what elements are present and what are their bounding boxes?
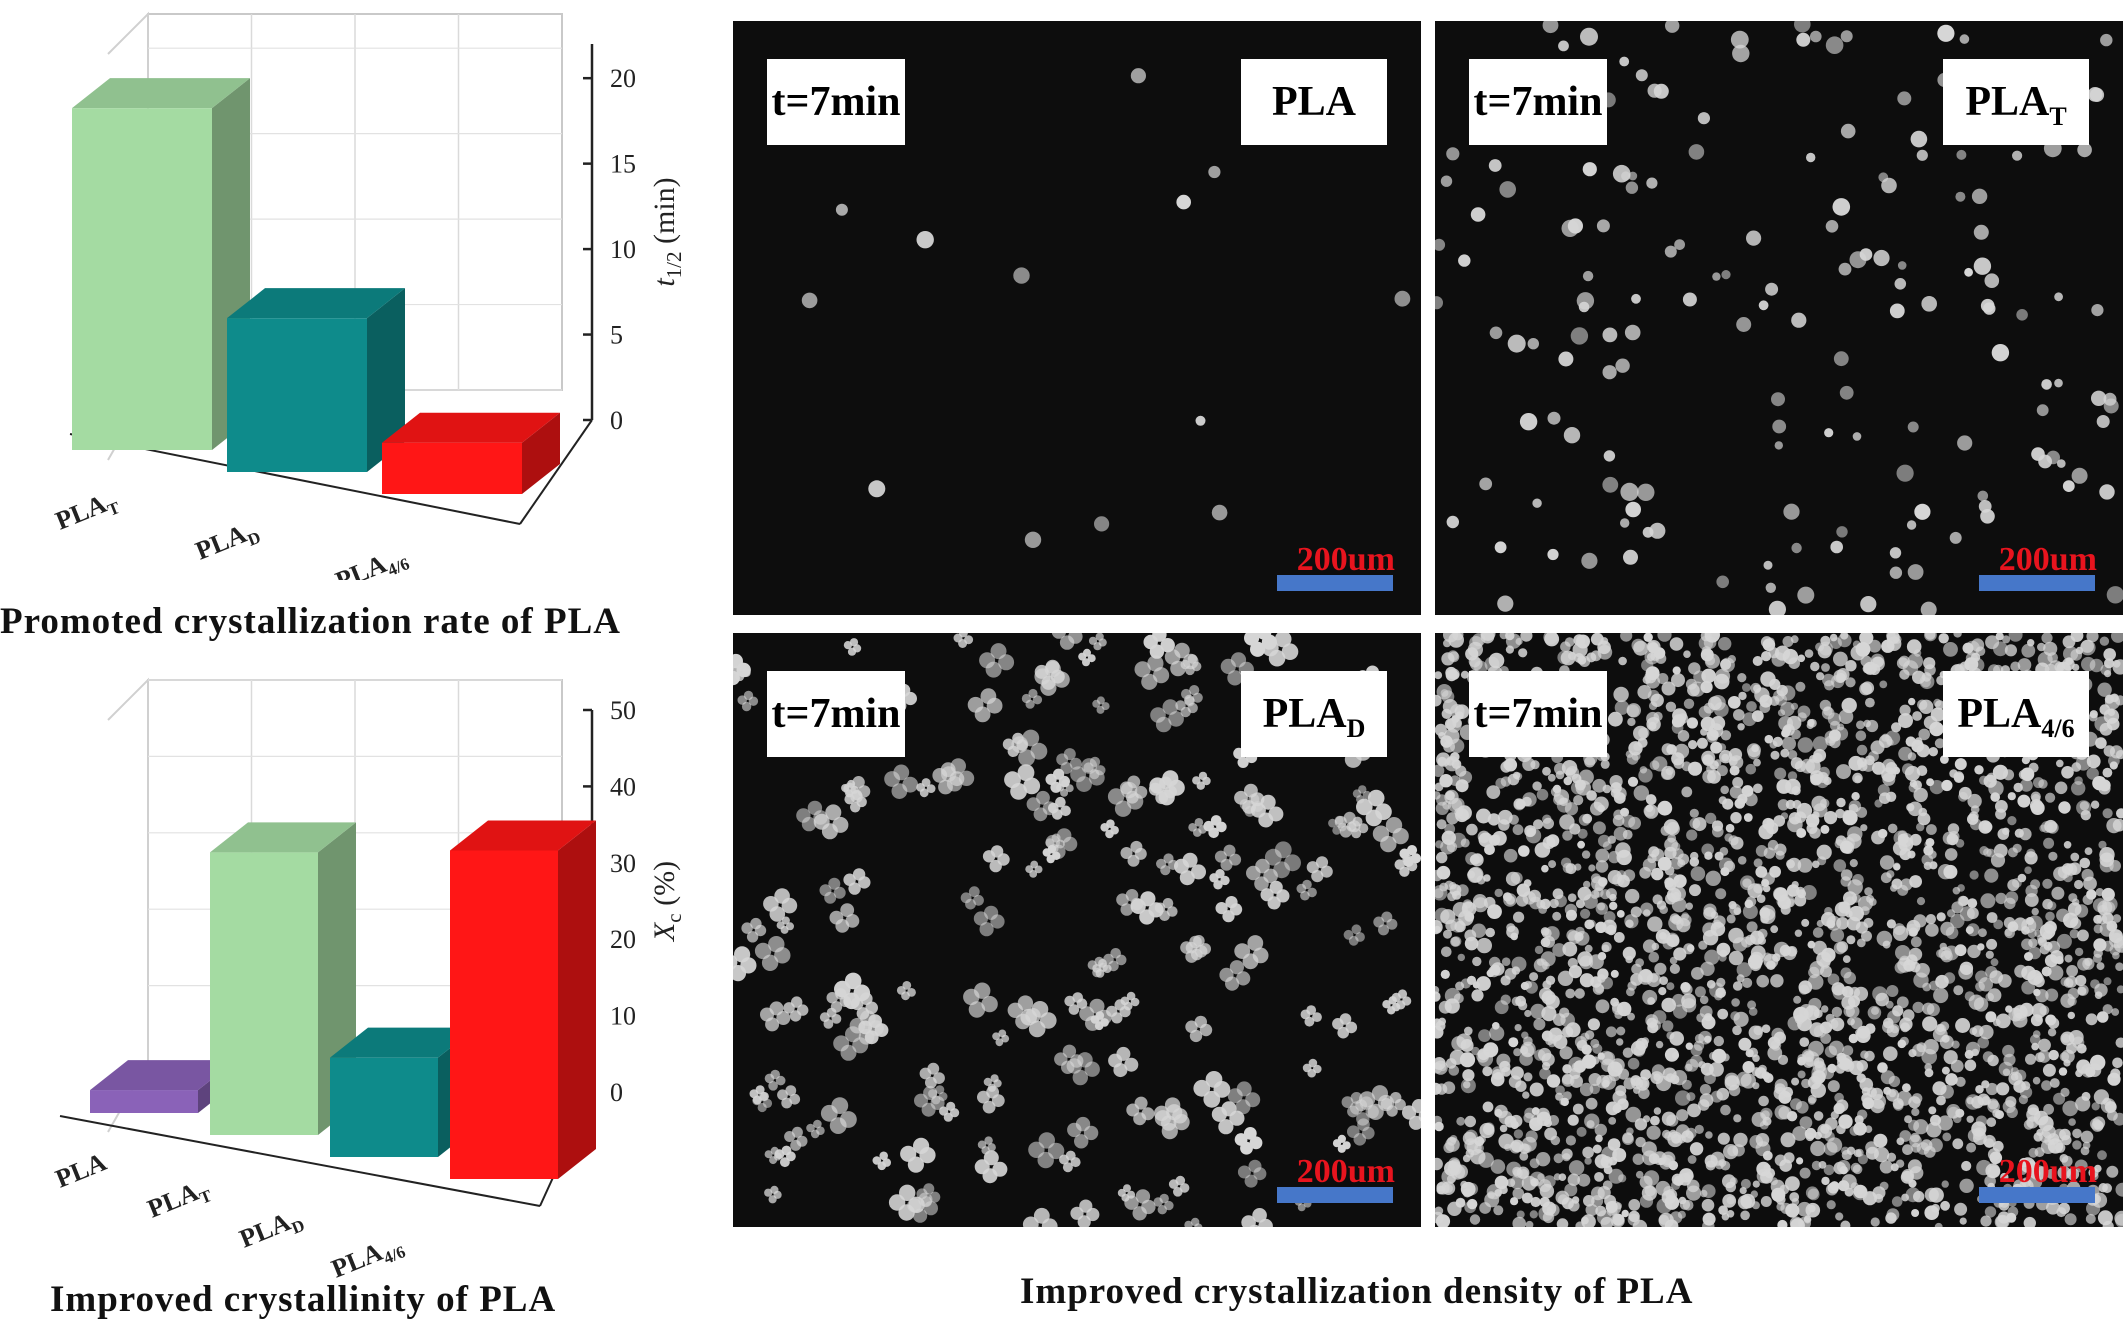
bar bbox=[382, 412, 560, 494]
micrograph-panel-pla: t=7min PLA 200um bbox=[733, 21, 1421, 615]
sample-label-main: PLA bbox=[1957, 691, 2042, 737]
category-label: PLA bbox=[51, 1147, 110, 1193]
category-label: PLA4/6 bbox=[331, 541, 412, 580]
sample-label: PLA4/6 bbox=[1943, 671, 2089, 757]
scale-bar-label: 200um bbox=[1998, 1153, 2097, 1190]
scale-bar bbox=[1979, 1187, 2095, 1203]
y-tick-label: 10 bbox=[610, 235, 636, 264]
time-label: t=7min bbox=[767, 59, 905, 145]
sample-label: PLAT bbox=[1943, 59, 2089, 145]
y-axis: 0 5 10 15 20 bbox=[583, 44, 636, 435]
sample-label-main: PLA bbox=[1262, 691, 1347, 737]
scale-bar-label: 200um bbox=[1998, 541, 2097, 578]
sample-label-sub: T bbox=[2049, 102, 2067, 131]
micrograph-panel-pla-4-6: t=7min PLA4/6 200um bbox=[1435, 633, 2123, 1227]
category-label: PLAT bbox=[51, 485, 123, 540]
time-label: t=7min bbox=[1469, 671, 1607, 757]
scale-bar bbox=[1979, 575, 2095, 591]
scale-bar bbox=[1277, 1187, 1393, 1203]
category-label: PLAD bbox=[235, 1203, 307, 1258]
time-label: t=7min bbox=[1469, 59, 1607, 145]
y-axis-label: Xc (%) bbox=[648, 861, 686, 942]
half-time-bar-chart: 0 5 10 15 20 t1/2 (min) PLAT PLAD PLA4/6 bbox=[51, 11, 686, 580]
y-tick-label: 40 bbox=[610, 772, 636, 801]
sample-label-main: PLA bbox=[1272, 79, 1356, 125]
sample-label-main: PLA bbox=[1965, 79, 2050, 125]
category-label: PLA4/6 bbox=[327, 1229, 408, 1278]
y-tick-label: 5 bbox=[610, 321, 623, 350]
category-label: PLAD bbox=[191, 515, 263, 570]
crystal-spherulites bbox=[1435, 633, 2123, 1227]
y-tick-label: 20 bbox=[610, 925, 636, 954]
micrograph-caption: Improved crystallization density of PLA bbox=[1020, 1271, 1694, 1312]
y-axis-label: t1/2 (min) bbox=[648, 177, 686, 286]
y-tick-label: 10 bbox=[610, 1002, 636, 1031]
sample-label-sub: 4/6 bbox=[2041, 714, 2075, 743]
scale-bar-label: 200um bbox=[1296, 541, 1395, 578]
time-label: t=7min bbox=[767, 671, 905, 757]
bar bbox=[227, 288, 405, 472]
scale-bar bbox=[1277, 575, 1393, 591]
bar bbox=[330, 1027, 476, 1157]
category-label: PLAT bbox=[143, 1173, 215, 1228]
bar bbox=[450, 820, 596, 1179]
sample-label: PLAD bbox=[1241, 671, 1387, 757]
sample-label: PLA bbox=[1241, 59, 1387, 145]
y-tick-label: 20 bbox=[610, 64, 636, 93]
micrograph-panel-pla-d: t=7min PLAD 200um bbox=[733, 633, 1421, 1227]
y-tick-label: 15 bbox=[610, 150, 636, 179]
scale-bar-label: 200um bbox=[1296, 1153, 1395, 1190]
crystal-spherulites bbox=[1435, 21, 2123, 615]
y-tick-label: 0 bbox=[610, 1078, 623, 1107]
y-tick-label: 50 bbox=[610, 696, 636, 725]
chart2-caption: Improved crystallinity of PLA bbox=[50, 1279, 557, 1320]
sample-label-sub: D bbox=[1346, 714, 1366, 743]
y-tick-label: 0 bbox=[610, 406, 623, 435]
y-tick-label: 30 bbox=[610, 849, 636, 878]
crystallinity-bar-chart: 0 10 20 30 40 50 Xc (%) PLA PLAT PLAD PLA4/6 bbox=[51, 677, 686, 1278]
chart1-caption: Promoted crystallization rate of PLA bbox=[0, 601, 621, 642]
micrograph-panel-pla-t: t=7min PLAT 200um bbox=[1435, 21, 2123, 615]
bar bbox=[72, 78, 250, 450]
